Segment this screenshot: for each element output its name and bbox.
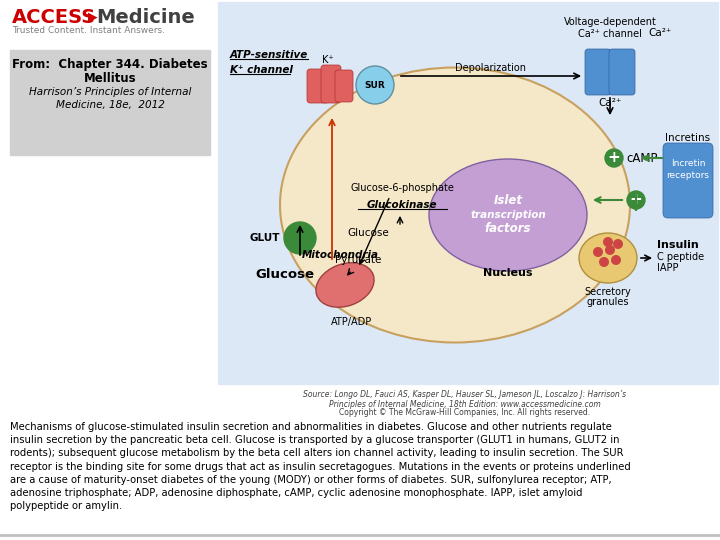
Text: Medicine: Medicine <box>96 8 194 27</box>
Text: Islet: Islet <box>493 194 523 207</box>
Text: ATP-sensitive: ATP-sensitive <box>230 50 308 60</box>
Text: Glucose: Glucose <box>347 228 389 238</box>
Text: ATP/ADP: ATP/ADP <box>331 317 373 327</box>
Text: Glucose: Glucose <box>256 268 315 281</box>
Text: Pyruvate: Pyruvate <box>335 255 381 265</box>
Circle shape <box>284 222 316 254</box>
Text: Source: Longo DL, Fauci AS, Kasper DL, Hauser SL, Jameson JL, Loscalzo J: Harris: Source: Longo DL, Fauci AS, Kasper DL, H… <box>303 390 626 409</box>
FancyBboxPatch shape <box>609 49 635 95</box>
FancyBboxPatch shape <box>585 49 611 95</box>
Ellipse shape <box>579 233 637 283</box>
Circle shape <box>611 255 621 265</box>
Text: factors: factors <box>485 221 531 234</box>
Text: Mitochondria: Mitochondria <box>302 250 379 260</box>
Text: Voltage-dependent: Voltage-dependent <box>564 17 657 27</box>
Text: Trusted Content. Instant Answers.: Trusted Content. Instant Answers. <box>12 26 165 35</box>
Text: K⁺ channel: K⁺ channel <box>230 65 293 75</box>
Text: Glucose-6-phosphate: Glucose-6-phosphate <box>350 183 454 193</box>
Ellipse shape <box>429 159 587 271</box>
Circle shape <box>356 66 394 104</box>
Text: Medicine, 18e,  2012: Medicine, 18e, 2012 <box>55 100 164 110</box>
Text: From:  Chapter 344. Diabetes: From: Chapter 344. Diabetes <box>12 58 208 71</box>
Text: ACCESS: ACCESS <box>12 8 96 27</box>
Text: GLUT: GLUT <box>250 233 280 243</box>
Text: +: + <box>629 192 642 207</box>
Text: Ca²⁺: Ca²⁺ <box>598 98 621 108</box>
FancyBboxPatch shape <box>663 143 713 218</box>
Text: cAMP: cAMP <box>626 152 657 165</box>
Text: Secretory: Secretory <box>585 287 631 297</box>
Circle shape <box>627 191 645 209</box>
Bar <box>10 50 210 155</box>
Circle shape <box>593 247 603 257</box>
Text: Ca²⁺ channel: Ca²⁺ channel <box>578 29 642 39</box>
Text: transcription: transcription <box>470 210 546 220</box>
Text: C peptide: C peptide <box>657 252 704 262</box>
Bar <box>0 0 720 48</box>
Text: Copyright © The McGraw-Hill Companies, Inc. All rights reserved.: Copyright © The McGraw-Hill Companies, I… <box>339 408 590 417</box>
Text: IAPP: IAPP <box>657 263 678 273</box>
Text: SUR: SUR <box>364 80 385 90</box>
Text: Nucleus: Nucleus <box>483 268 533 278</box>
Circle shape <box>599 257 609 267</box>
Ellipse shape <box>316 263 374 307</box>
Circle shape <box>613 239 623 249</box>
Text: Incretin: Incretin <box>671 159 706 167</box>
Text: Mechanisms of glucose-stimulated insulin secretion and abnormalities in diabetes: Mechanisms of glucose-stimulated insulin… <box>10 422 631 511</box>
Bar <box>218 2 718 384</box>
Circle shape <box>603 237 613 247</box>
Text: Insulin: Insulin <box>657 240 698 250</box>
FancyBboxPatch shape <box>321 65 341 103</box>
Text: receptors: receptors <box>667 171 709 179</box>
Text: Mellitus: Mellitus <box>84 72 136 85</box>
Text: Ca²⁺: Ca²⁺ <box>648 28 671 38</box>
Text: Incretins: Incretins <box>665 133 711 143</box>
Circle shape <box>605 149 623 167</box>
Text: Glucokinase: Glucokinase <box>366 200 437 210</box>
FancyBboxPatch shape <box>307 69 329 103</box>
Text: K⁺: K⁺ <box>322 55 334 65</box>
FancyBboxPatch shape <box>335 70 353 102</box>
Text: +: + <box>608 151 621 165</box>
Text: Depolarization: Depolarization <box>454 63 526 73</box>
Text: granules: granules <box>587 297 629 307</box>
Ellipse shape <box>280 68 630 342</box>
Text: Harrison’s Principles of Internal: Harrison’s Principles of Internal <box>29 87 192 97</box>
Text: ▶: ▶ <box>88 10 98 23</box>
Circle shape <box>605 245 615 255</box>
